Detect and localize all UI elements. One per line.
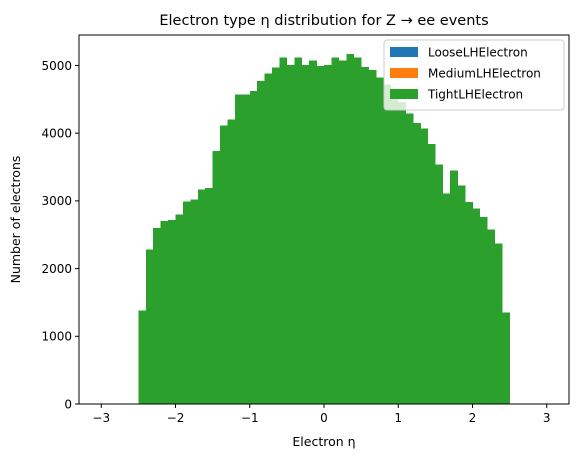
legend-label: MediumLHElectron bbox=[428, 67, 541, 81]
y-tick-label: 5000 bbox=[41, 59, 72, 73]
bar-TightLHElectron-20 bbox=[286, 64, 295, 404]
y-tick-label: 2000 bbox=[41, 262, 72, 276]
x-tick-label: −2 bbox=[167, 411, 185, 425]
bar-TightLHElectron-18 bbox=[272, 67, 280, 404]
y-tick-label: 1000 bbox=[41, 330, 72, 344]
bar-TightLHElectron-22 bbox=[301, 64, 310, 404]
y-tick-label: 3000 bbox=[41, 194, 72, 208]
bar-TightLHElectron-13 bbox=[234, 94, 243, 404]
bar-TightLHElectron-17 bbox=[264, 73, 273, 405]
legend-box bbox=[383, 39, 565, 111]
bar-TightLHElectron-8 bbox=[197, 189, 206, 404]
bar-TightLHElectron-15 bbox=[249, 91, 258, 405]
bar-TightLHElectron-39 bbox=[427, 144, 436, 405]
bar-TightLHElectron-36 bbox=[405, 113, 414, 404]
series-TightLHElectron bbox=[138, 53, 510, 405]
bar-TightLHElectron-6 bbox=[182, 201, 191, 404]
bar-TightLHElectron-38 bbox=[420, 128, 429, 404]
bar-TightLHElectron-27 bbox=[338, 60, 347, 404]
bar-TightLHElectron-45 bbox=[472, 208, 481, 404]
bar-TightLHElectron-5 bbox=[175, 214, 184, 404]
x-tick-label: −1 bbox=[241, 411, 259, 425]
bar-TightLHElectron-41 bbox=[442, 193, 451, 404]
x-tick-label: 1 bbox=[394, 411, 402, 425]
legend: LooseLHElectron MediumLHElectron TightLHEl… bbox=[383, 39, 565, 111]
bar-TightLHElectron-44 bbox=[465, 202, 473, 404]
chart-title: Electron type η distribution for Z → ee … bbox=[159, 13, 488, 29]
bar-TightLHElectron-29 bbox=[353, 57, 362, 405]
y-tick-label: 0 bbox=[64, 397, 72, 411]
bar-TightLHElectron-23 bbox=[309, 60, 317, 404]
bar-TightLHElectron-32 bbox=[375, 77, 384, 405]
bar-TightLHElectron-14 bbox=[242, 94, 251, 404]
bar-TightLHElectron-16 bbox=[257, 81, 265, 404]
y-axis: 0 1000 2000 3000 4000 5000 bbox=[41, 59, 79, 411]
bar-TightLHElectron-0 bbox=[138, 310, 147, 404]
bar-TightLHElectron-12 bbox=[227, 119, 236, 404]
y-axis-label: Number of electrons bbox=[8, 156, 23, 284]
bar-TightLHElectron-28 bbox=[346, 53, 354, 405]
legend-swatch bbox=[390, 68, 418, 78]
x-axis: −3 −2 −1 0 1 2 3 bbox=[92, 404, 551, 425]
bar-TightLHElectron-35 bbox=[398, 102, 406, 404]
bar-TightLHElectron-3 bbox=[160, 221, 169, 404]
bar-TightLHElectron-49 bbox=[502, 312, 510, 404]
bar-TightLHElectron-21 bbox=[294, 57, 303, 405]
bar-TightLHElectron-42 bbox=[450, 170, 458, 404]
bar-TightLHElectron-48 bbox=[494, 243, 503, 404]
bar-TightLHElectron-43 bbox=[457, 185, 466, 404]
bar-TightLHElectron-1 bbox=[145, 249, 154, 404]
x-tick-label: 2 bbox=[469, 411, 477, 425]
bars-layer bbox=[138, 53, 510, 405]
bar-TightLHElectron-34 bbox=[390, 91, 399, 404]
bar-TightLHElectron-2 bbox=[153, 227, 161, 404]
legend-swatch bbox=[390, 47, 418, 57]
legend-swatch bbox=[390, 89, 418, 99]
bar-TightLHElectron-24 bbox=[316, 66, 325, 404]
x-tick-label: −3 bbox=[92, 411, 110, 425]
bar-TightLHElectron-9 bbox=[205, 188, 213, 404]
bar-TightLHElectron-10 bbox=[212, 150, 221, 404]
bar-TightLHElectron-47 bbox=[487, 229, 496, 404]
bar-TightLHElectron-4 bbox=[168, 219, 176, 404]
bar-TightLHElectron-30 bbox=[361, 66, 369, 404]
bar-TightLHElectron-19 bbox=[279, 57, 288, 405]
bar-TightLHElectron-25 bbox=[324, 64, 332, 404]
legend-label: TightLHElectron bbox=[427, 88, 523, 102]
bar-TightLHElectron-40 bbox=[435, 164, 444, 404]
legend-label: LooseLHElectron bbox=[428, 46, 528, 60]
x-tick-label: 3 bbox=[543, 411, 551, 425]
bar-TightLHElectron-33 bbox=[383, 84, 392, 404]
bar-TightLHElectron-37 bbox=[413, 123, 421, 405]
bar-TightLHElectron-7 bbox=[190, 199, 199, 404]
bar-TightLHElectron-11 bbox=[220, 125, 228, 404]
bar-TightLHElectron-31 bbox=[368, 70, 377, 404]
x-tick-label: 0 bbox=[320, 411, 328, 425]
y-tick-label: 4000 bbox=[41, 126, 72, 140]
bar-TightLHElectron-26 bbox=[331, 57, 340, 405]
x-axis-label: Electron η bbox=[292, 434, 355, 449]
bar-TightLHElectron-46 bbox=[479, 217, 488, 404]
